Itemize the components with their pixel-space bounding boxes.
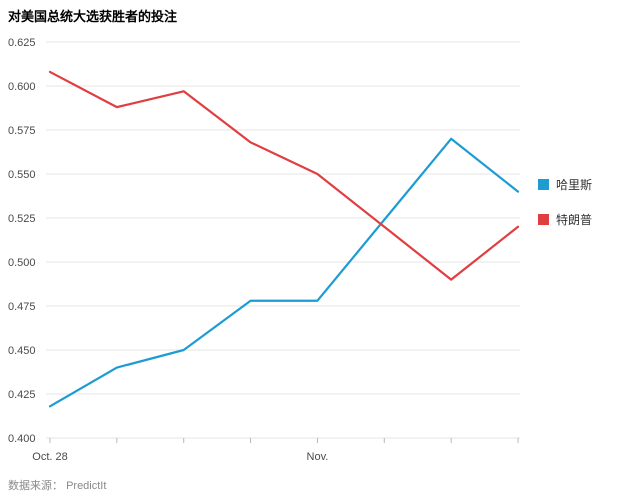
data-source-value: PredictIt <box>66 480 107 492</box>
series-line-0 <box>48 137 520 408</box>
y-axis-tick-label: 0.400 <box>8 433 36 445</box>
y-axis-tick-label: 0.450 <box>8 345 36 357</box>
chart-svg: 0.400 0.425 0.450 0.475 0.500 0.525 0.550 0.575… <box>8 37 520 463</box>
legend-item-harris: 哈里斯 <box>538 176 592 193</box>
y-axis-tick-label: 0.425 <box>8 389 36 401</box>
legend-swatch-trump <box>538 214 549 225</box>
legend-item-trump: 特朗普 <box>538 211 592 228</box>
data-source-label: 数据来源： <box>8 480 63 492</box>
legend-label-harris: 哈里斯 <box>556 178 593 192</box>
series-line-1 <box>48 70 520 281</box>
legend-label-trump: 特朗普 <box>556 213 593 227</box>
y-axis-tick-label: 0.575 <box>8 125 36 137</box>
x-axis-tick-label: Nov. <box>307 451 329 463</box>
legend: 哈里斯 特朗普 <box>538 176 592 228</box>
legend-swatch-harris <box>538 179 549 190</box>
y-axis-tick-label: 0.600 <box>8 81 36 93</box>
x-axis-tick-label: Oct. 28 <box>32 451 67 463</box>
data-source: 数据来源： PredictIt <box>8 477 106 493</box>
y-axis-tick-label: 0.525 <box>8 213 36 225</box>
y-axis-tick-label: 0.500 <box>8 257 36 269</box>
y-axis-tick-label: 0.625 <box>8 37 36 49</box>
chart-title: 对美国总统大选获胜者的投注 <box>8 9 178 24</box>
y-axis-tick-label: 0.550 <box>8 169 36 181</box>
y-axis-tick-label: 0.475 <box>8 301 36 313</box>
